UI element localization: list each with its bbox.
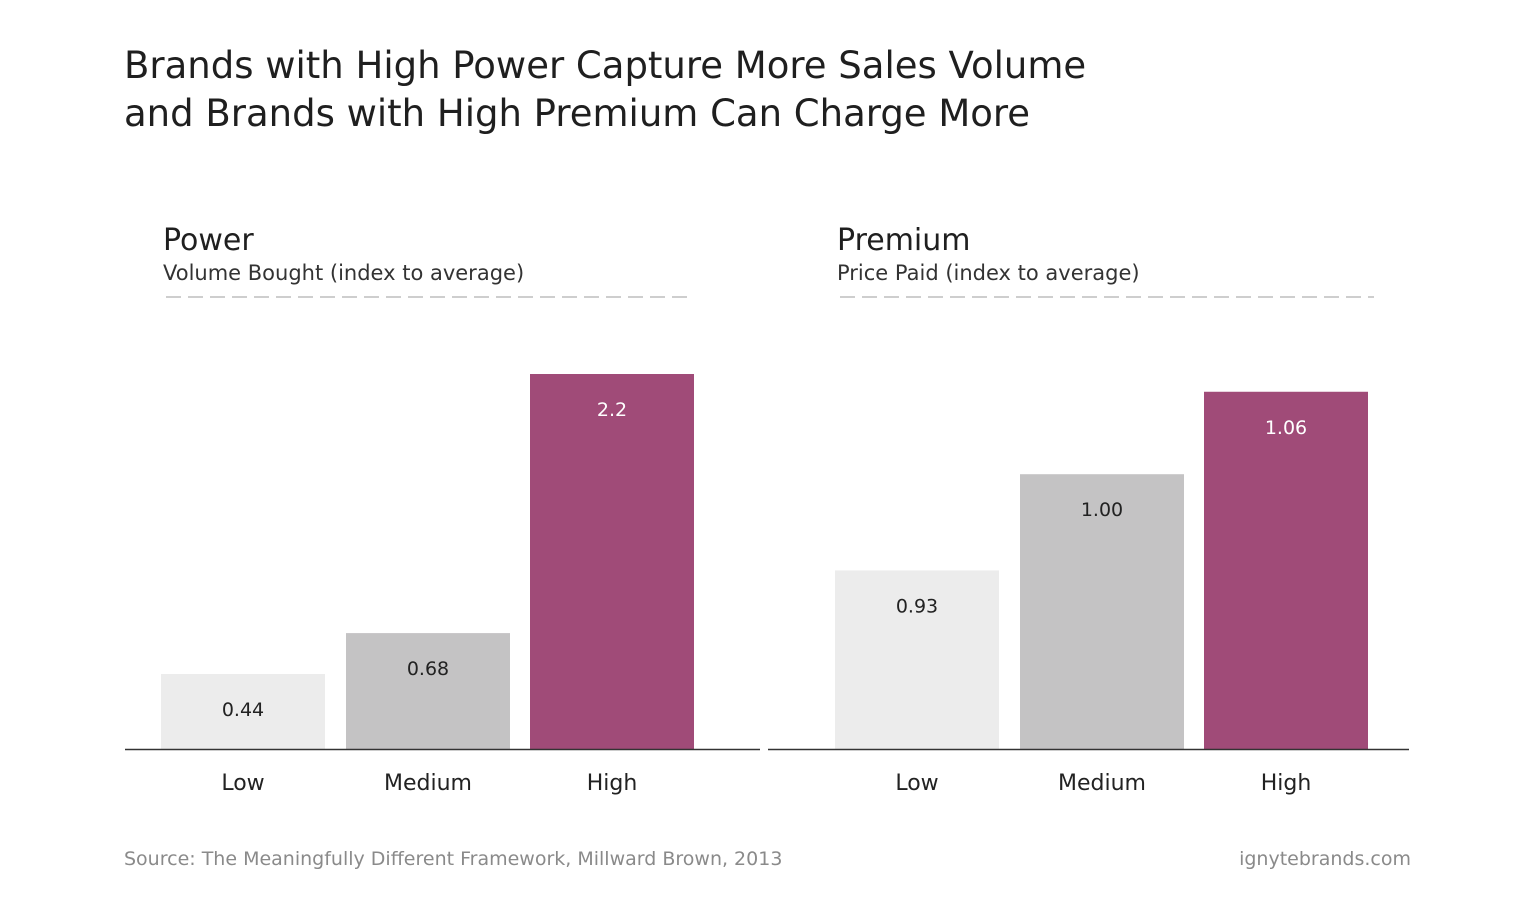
- premium-value-label-medium: 1.00: [1081, 499, 1123, 521]
- premium-value-label-high: 1.06: [1265, 417, 1307, 439]
- premium-bar-high: [1204, 391, 1368, 749]
- premium-bar-low: [835, 570, 999, 749]
- power-category-label-medium: Medium: [384, 771, 472, 796]
- premium-category-label-medium: Medium: [1058, 771, 1146, 796]
- power-panel-subtitle: Volume Bought (index to average): [163, 261, 524, 285]
- power-bar-high: [530, 374, 694, 749]
- premium-panel-title: Premium: [837, 223, 971, 258]
- power-value-label-medium: 0.68: [407, 658, 449, 680]
- premium-value-label-low: 0.93: [896, 595, 938, 617]
- power-bar-medium: [346, 633, 510, 749]
- chart-title: Brands with High Power Capture More Sale…: [124, 42, 1086, 138]
- power-panel-title: Power: [163, 223, 254, 258]
- power-category-label-high: High: [587, 771, 638, 796]
- premium-category-label-low: Low: [895, 771, 938, 796]
- premium-bar-medium: [1020, 474, 1184, 749]
- premium-category-label-high: High: [1261, 771, 1312, 796]
- power-category-label-low: Low: [221, 771, 264, 796]
- power-bar-low: [161, 674, 325, 749]
- site-credit: ignytebrands.com: [1239, 848, 1411, 870]
- chart-title-line-2: and Brands with High Premium Can Charge …: [124, 92, 1031, 135]
- power-value-label-high: 2.2: [597, 399, 627, 421]
- power-value-label-low: 0.44: [222, 699, 264, 721]
- premium-panel-subtitle: Price Paid (index to average): [837, 261, 1140, 285]
- chart-title-line-1: Brands with High Power Capture More Sale…: [124, 44, 1087, 87]
- source-note: Source: The Meaningfully Different Frame…: [124, 848, 783, 870]
